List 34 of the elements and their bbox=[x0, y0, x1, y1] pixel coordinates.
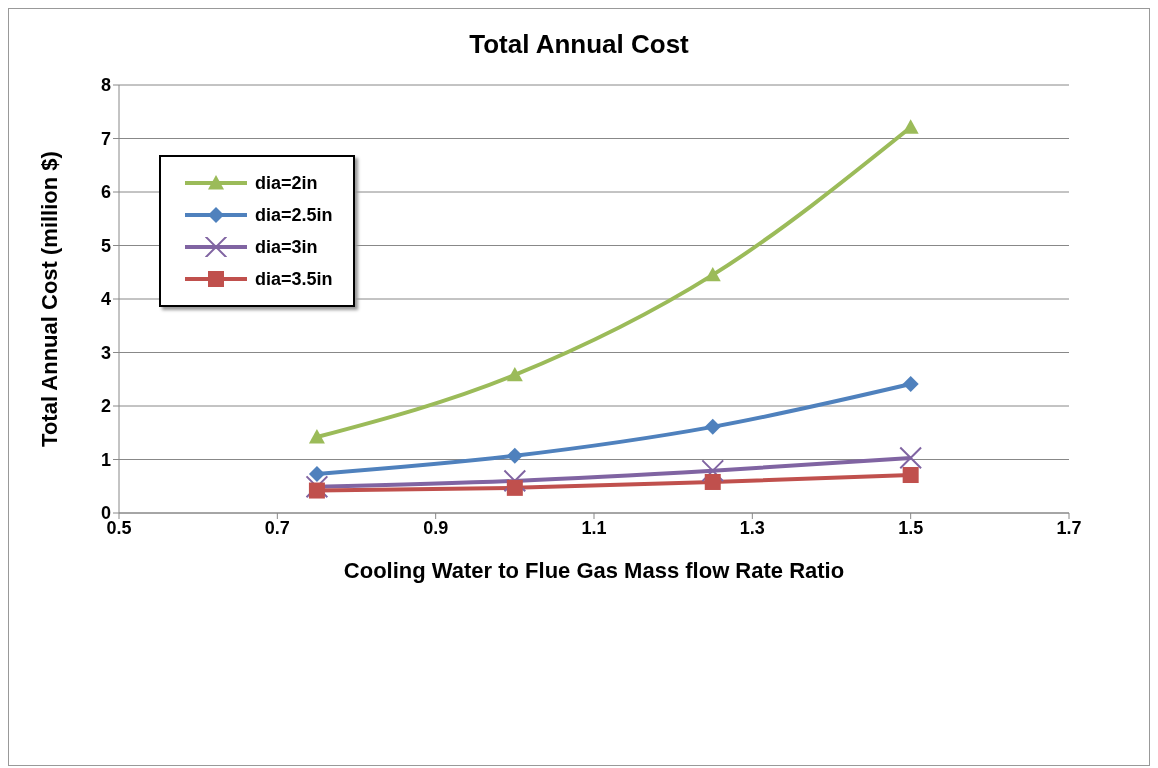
x-tick-label: 0.7 bbox=[264, 517, 290, 538]
x-tick-label: 1.1 bbox=[581, 517, 607, 538]
point bbox=[704, 266, 721, 282]
y-tick-label: 1 bbox=[100, 449, 111, 470]
x-tick-label: 0.9 bbox=[423, 517, 449, 538]
legend-label: dia=2in bbox=[255, 172, 318, 194]
x-tick-label: 1.3 bbox=[739, 517, 765, 538]
point bbox=[902, 376, 919, 393]
legend-label: dia=3in bbox=[255, 236, 318, 258]
x-tick-label: 1.7 bbox=[1056, 517, 1082, 538]
point bbox=[704, 473, 721, 490]
point bbox=[704, 418, 721, 435]
point bbox=[308, 465, 325, 482]
y-tick-label: 5 bbox=[100, 235, 111, 256]
point bbox=[506, 366, 523, 382]
y-tick-label: 4 bbox=[100, 289, 111, 310]
point bbox=[902, 467, 919, 484]
x-axis-title: Cooling Water to Flue Gas Mass flow Rate Ratio bbox=[343, 558, 845, 583]
x-tick-label: 1.5 bbox=[898, 517, 924, 538]
point bbox=[899, 446, 923, 470]
y-tick-label: 6 bbox=[100, 182, 111, 203]
y-tick-label: 7 bbox=[100, 128, 111, 149]
point bbox=[506, 447, 523, 464]
y-tick-label: 3 bbox=[100, 342, 111, 363]
y-tick-label: 2 bbox=[100, 396, 111, 417]
legend-label: dia=3.5in bbox=[255, 268, 333, 290]
point bbox=[308, 482, 325, 499]
y-tick-label: 8 bbox=[100, 75, 111, 96]
point bbox=[902, 119, 919, 134]
chart-title: Total Annual Cost bbox=[468, 29, 690, 61]
y-axis-title: Total Annual Cost (million $) bbox=[36, 151, 62, 447]
point bbox=[506, 479, 523, 496]
point bbox=[308, 429, 325, 444]
legend-label: dia=2.5in bbox=[255, 204, 333, 226]
